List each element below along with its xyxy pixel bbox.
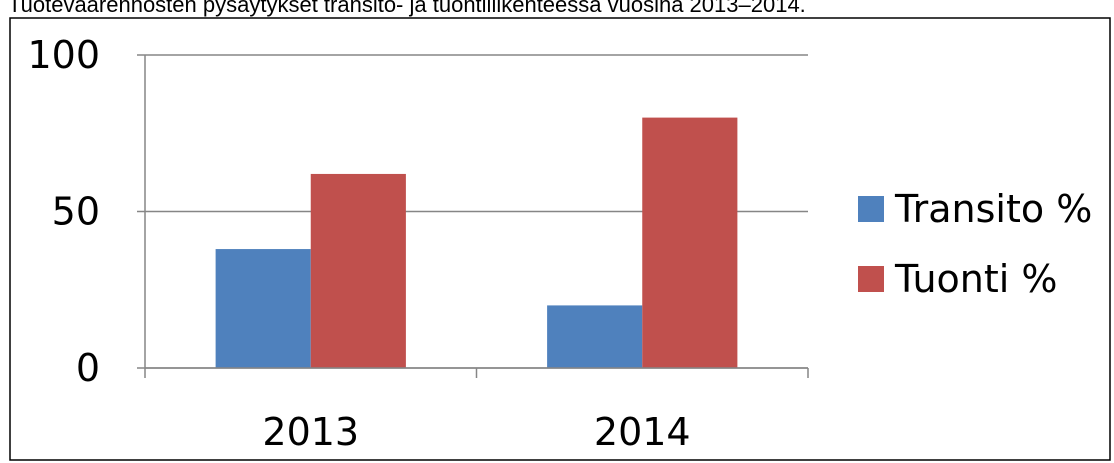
legend-label: Tuonti % <box>894 257 1058 301</box>
y-tick-label: 0 <box>76 346 100 390</box>
y-tick-label: 100 <box>27 33 100 77</box>
legend-swatch <box>858 196 884 222</box>
chart-title: Tuoteväärennösten pysäytykset transito- … <box>8 0 806 17</box>
x-tick-label: 2014 <box>594 410 691 454</box>
bar <box>310 173 406 368</box>
bar <box>215 249 311 368</box>
legend-label: Transito % <box>894 187 1092 231</box>
legend-swatch <box>858 266 884 292</box>
bar <box>547 305 643 368</box>
x-tick-label: 2013 <box>262 410 359 454</box>
y-tick-label: 50 <box>52 190 100 234</box>
chart-frame <box>9 17 1111 461</box>
bar <box>642 117 738 368</box>
